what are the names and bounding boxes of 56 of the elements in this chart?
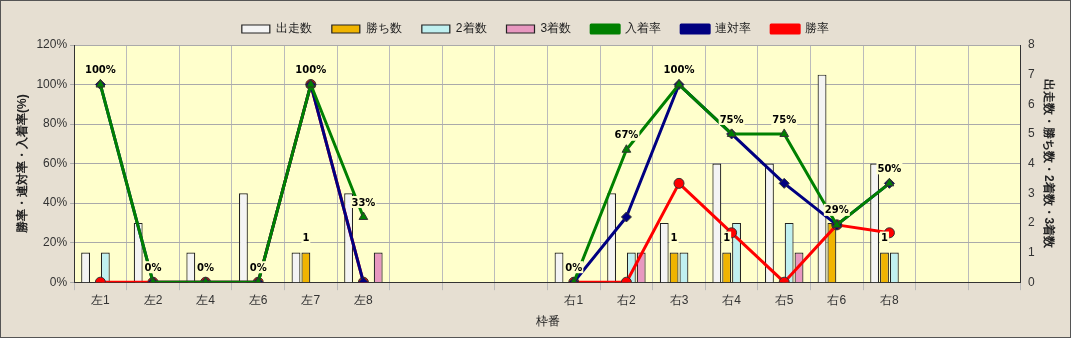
y2-tick-label: 2 bbox=[1027, 215, 1035, 230]
x-tick-label: 左2 bbox=[143, 292, 163, 307]
x-tick-label: 左8 bbox=[354, 292, 374, 307]
x-tick-label: 右4 bbox=[722, 292, 742, 307]
y-tick-label: 60% bbox=[43, 155, 68, 170]
legend-label: 出走数 bbox=[275, 21, 312, 36]
data-label: 75% bbox=[772, 113, 797, 125]
data-label: 100% bbox=[295, 64, 327, 76]
y2-tick-label: 8 bbox=[1027, 37, 1035, 52]
data-label: 33% bbox=[351, 196, 376, 208]
data-label: 0% bbox=[249, 261, 267, 273]
data-label: 75% bbox=[719, 113, 744, 125]
data-label: 50% bbox=[877, 162, 902, 174]
data-label: 0% bbox=[565, 261, 583, 273]
legend-label: 連対率 bbox=[715, 21, 752, 36]
y2-tick-label: 1 bbox=[1027, 244, 1035, 259]
y2-tick-label: 0 bbox=[1027, 274, 1035, 289]
legend-label: 勝ち数 bbox=[365, 21, 402, 36]
x-tick-label: 右2 bbox=[617, 292, 637, 307]
data-label: 1 bbox=[881, 232, 889, 244]
data-label: 0% bbox=[144, 261, 162, 273]
y2-tick-label: 4 bbox=[1027, 155, 1035, 170]
data-label: 1 bbox=[723, 232, 731, 244]
y-tick-label: 120% bbox=[36, 37, 68, 52]
x-tick-label: 右1 bbox=[564, 292, 584, 307]
y2-axis-title: 出走数・勝ち数・2着数・3着数 bbox=[1042, 78, 1057, 250]
legend-label: 勝率 bbox=[805, 21, 830, 36]
y2-tick-label: 7 bbox=[1027, 66, 1035, 81]
x-axis-title: 枠番 bbox=[534, 314, 560, 329]
y2-tick-label: 6 bbox=[1027, 96, 1035, 111]
y-tick-label: 40% bbox=[43, 195, 68, 210]
x-tick-label: 左1 bbox=[91, 292, 111, 307]
data-label: 1 bbox=[302, 232, 310, 244]
data-label: 1 bbox=[670, 232, 678, 244]
y2-tick-label: 3 bbox=[1027, 185, 1035, 200]
y-axis-title: 勝率・連対率・入着率(%) bbox=[14, 94, 29, 234]
x-tick-label: 左7 bbox=[301, 292, 321, 307]
legend-label: 2着数 bbox=[455, 21, 487, 36]
x-tick-label: 右5 bbox=[774, 292, 794, 307]
data-label: 100% bbox=[663, 64, 695, 76]
y-tick-label: 80% bbox=[43, 116, 68, 131]
x-tick-label: 左6 bbox=[248, 292, 268, 307]
data-label: 100% bbox=[84, 64, 116, 76]
x-tick-label: 右6 bbox=[827, 292, 847, 307]
y-tick-label: 20% bbox=[43, 234, 68, 249]
legend-label: 3着数 bbox=[540, 21, 572, 36]
x-tick-label: 右8 bbox=[880, 292, 900, 307]
y-tick-label: 100% bbox=[36, 76, 68, 91]
x-tick-label: 右3 bbox=[669, 292, 689, 307]
data-label: 67% bbox=[614, 129, 639, 141]
x-tick-label: 左4 bbox=[196, 292, 216, 307]
y-tick-label: 0% bbox=[49, 274, 68, 289]
y2-tick-label: 5 bbox=[1027, 126, 1035, 141]
data-label: 29% bbox=[824, 204, 849, 216]
legend-label: 入着率 bbox=[625, 21, 662, 36]
data-label: 0% bbox=[197, 261, 215, 273]
